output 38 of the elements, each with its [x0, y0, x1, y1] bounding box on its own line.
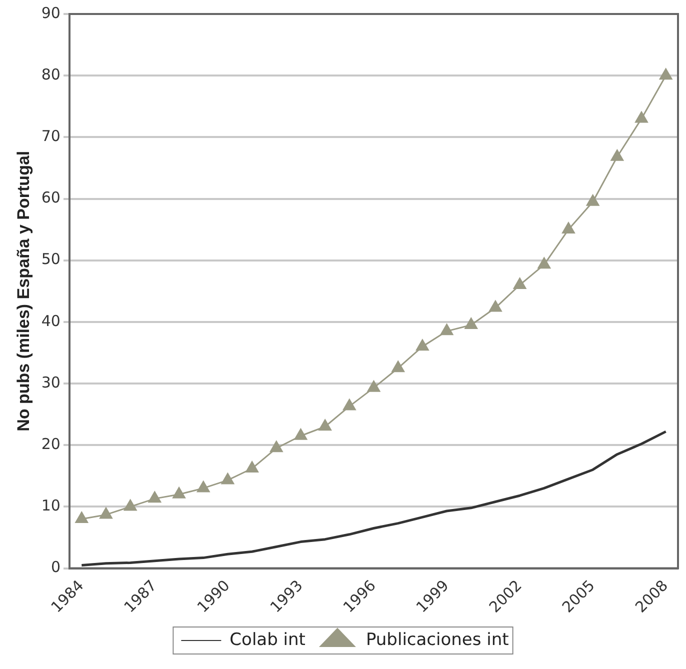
- point: [245, 461, 259, 473]
- point: [659, 68, 672, 80]
- point: [99, 507, 113, 519]
- y-tick-label: 50: [41, 250, 60, 268]
- point: [562, 222, 576, 234]
- point: [488, 300, 502, 312]
- point: [416, 339, 429, 351]
- y-tick-label: 40: [41, 312, 60, 330]
- point: [196, 480, 210, 492]
- point: [440, 324, 454, 336]
- point: [586, 194, 600, 206]
- point: [221, 472, 234, 484]
- point: [172, 486, 186, 498]
- point: [318, 419, 332, 431]
- point: [342, 398, 356, 410]
- point: [513, 277, 526, 289]
- point: [634, 111, 648, 123]
- y-axis-title: No pubs (miles) España y Portugal: [14, 150, 33, 432]
- y-tick-label: 30: [41, 373, 60, 392]
- point: [392, 360, 405, 372]
- y-tick-label: 70: [41, 127, 60, 146]
- point: [464, 318, 478, 330]
- point: [294, 428, 308, 440]
- y-tick-label: 10: [41, 496, 60, 515]
- point: [148, 491, 162, 503]
- point: [610, 149, 624, 161]
- y-tick-label: 80: [41, 65, 60, 84]
- point: [367, 380, 380, 392]
- y-tick-label: 20: [41, 434, 60, 453]
- point: [75, 512, 88, 524]
- y-tick-label: 60: [41, 188, 60, 207]
- legend-label: Colab int: [230, 630, 306, 650]
- point: [124, 499, 137, 511]
- point: [270, 440, 283, 452]
- point: [538, 257, 551, 269]
- legend-label: Publicaciones int: [366, 630, 510, 650]
- y-tick-label: 0: [50, 558, 60, 576]
- y-tick-label: 90: [41, 4, 60, 22]
